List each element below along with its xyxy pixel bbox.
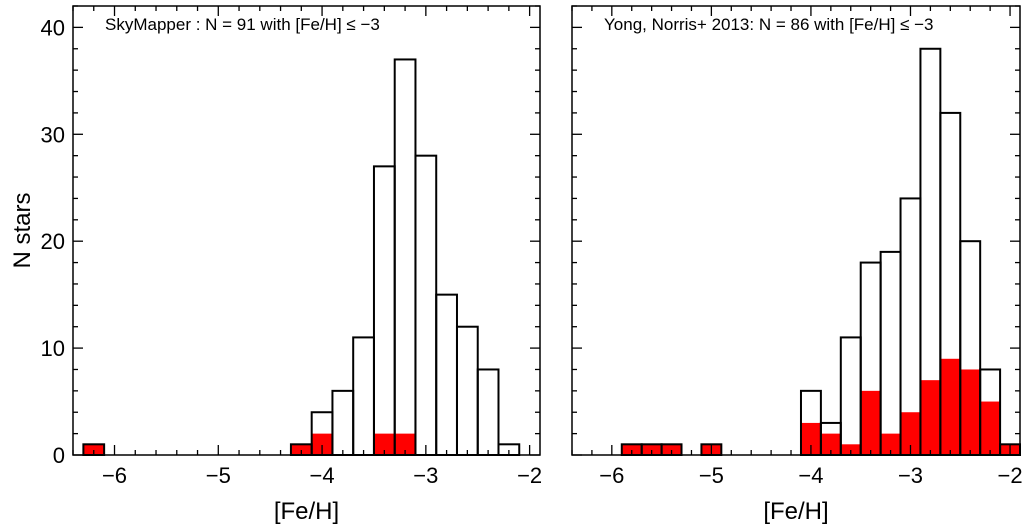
outline-bar — [331, 389, 355, 457]
x-tick-label: −3 — [898, 463, 923, 488]
filled-bar — [960, 369, 981, 455]
outline-bar — [414, 154, 438, 457]
filled-bar — [641, 444, 662, 455]
x-axis-label: [Fe/H] — [763, 498, 828, 525]
x-tick-label: −6 — [102, 463, 127, 488]
outline-bar — [879, 250, 902, 456]
y-axis-label: N stars — [9, 192, 36, 268]
x-tick-label: −5 — [206, 463, 231, 488]
filled-bar — [373, 433, 395, 455]
outline-bar — [352, 336, 375, 456]
histogram-panel-2: −6 −5 −4 −3 −2 Yong, Norris+ 2013: N = 86 wit… — [571, 5, 1023, 525]
filled-bar — [394, 433, 416, 455]
filled-bar — [800, 422, 821, 455]
panel-title: SkyMapper : N = 91 with [Fe/H] ≤ −3 — [105, 15, 380, 34]
x-tick-label: −6 — [599, 463, 624, 488]
filled-bar — [83, 444, 105, 455]
histogram-panel-1: −6 −5 −4 −3 −2 0 10 20 30 40 SkyMapper : N = 91 wi… — [9, 5, 542, 525]
y-tick-label: 0 — [53, 443, 65, 468]
filled-bar — [880, 433, 901, 455]
x-tick-label: −4 — [798, 463, 823, 488]
y-tick-label: 30 — [41, 122, 65, 147]
x-tick-label: −4 — [310, 463, 335, 488]
y-tick-label: 40 — [41, 15, 65, 40]
filled-bar — [621, 444, 642, 455]
filled-bar — [311, 433, 333, 455]
outline-bar — [476, 368, 500, 457]
plot-frame — [72, 5, 541, 456]
outline-bar — [372, 165, 396, 456]
filled-bar — [860, 390, 881, 455]
plot-frame — [571, 5, 1021, 456]
x-tick-label: −3 — [413, 463, 438, 488]
y-tick-label: 20 — [41, 229, 65, 254]
filled-bar — [980, 401, 1001, 455]
outline-bar — [435, 293, 458, 456]
filled-bar — [661, 444, 682, 455]
filled-bar — [820, 433, 841, 455]
outline-bar — [393, 58, 417, 456]
x-axis-label: [Fe/H] — [274, 498, 339, 525]
x-tick-label: −5 — [699, 463, 724, 488]
y-tick-label: 10 — [41, 336, 65, 361]
filled-bar — [940, 358, 961, 455]
filled-bar — [290, 444, 312, 455]
outline-bar — [455, 325, 479, 457]
x-tick-label: −2 — [997, 463, 1022, 488]
x-tick-label: −2 — [517, 463, 542, 488]
outline-bar — [839, 336, 862, 456]
panel-title: Yong, Norris+ 2013: N = 86 with [Fe/H] ≤… — [604, 15, 934, 34]
filled-bar — [920, 380, 941, 455]
filled-bar — [900, 412, 921, 455]
filled-bar — [840, 444, 861, 455]
